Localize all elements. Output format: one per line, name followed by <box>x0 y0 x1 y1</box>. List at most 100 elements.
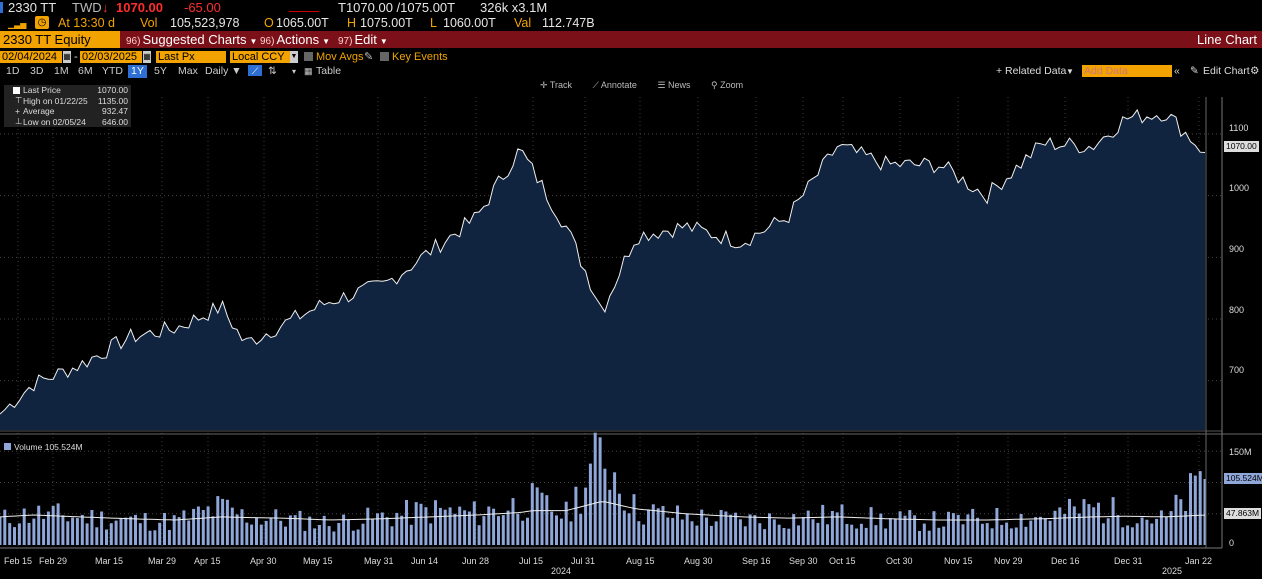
edit-chart-button[interactable]: Edit Chart <box>1203 65 1250 77</box>
mov-avgs-checkbox[interactable] <box>304 52 313 61</box>
high-value: 1075.00T <box>360 16 413 30</box>
volume-bar <box>806 510 810 545</box>
range-ytd[interactable]: YTD <box>102 65 123 77</box>
range-5y[interactable]: 5Y <box>154 65 167 77</box>
key-events-label[interactable]: Key Events <box>392 51 448 63</box>
volume-bar <box>516 513 520 545</box>
range-3d[interactable]: 3D <box>30 65 44 77</box>
news-tool[interactable]: ☰ News <box>657 80 691 90</box>
price-tick-label: 1100 <box>1229 123 1249 133</box>
key-events-checkbox[interactable] <box>380 52 389 61</box>
volume-bar <box>1048 520 1052 545</box>
volume-tick-label: 150M <box>1229 447 1252 457</box>
volume-bar <box>240 509 244 545</box>
volume-bar <box>826 524 829 545</box>
volume-bar <box>438 507 442 545</box>
table-icon[interactable]: ▦ <box>304 66 313 76</box>
volume-bar <box>293 515 297 545</box>
x-tick-label: Jun 14 <box>411 556 439 566</box>
gear-icon[interactable]: ⚙ <box>1250 65 1260 77</box>
price-volume-chart[interactable] <box>0 78 1262 558</box>
clock-icon[interactable]: ◷ <box>35 16 49 29</box>
table-button[interactable]: Table <box>316 65 342 77</box>
mov-avgs-label[interactable]: Mov Avgs <box>316 51 364 63</box>
volume-bar <box>482 516 486 545</box>
volume-bar <box>603 468 607 545</box>
annotate-tool[interactable]: ⟋ Annotate <box>592 80 637 90</box>
volume-bar <box>148 530 152 545</box>
volume-bar <box>1193 475 1197 545</box>
menu-label: Edit <box>354 32 377 47</box>
volume-bar <box>1043 518 1047 545</box>
security-field[interactable]: 2330 TT Equity <box>0 31 120 48</box>
pencil-icon[interactable]: ✎ <box>364 51 374 63</box>
price-field-select[interactable]: Last Px <box>156 51 226 63</box>
legend-label: High on 01/22/25 <box>23 95 88 106</box>
related-data-button[interactable]: + Related Data <box>996 65 1067 77</box>
calendar-icon[interactable]: ▦ <box>63 51 71 63</box>
volume-bar <box>100 511 104 545</box>
volume-bar <box>424 507 428 545</box>
volume-bar <box>1014 527 1018 545</box>
suggested-charts-menu[interactable]: 96) Suggested Charts ▼ <box>122 31 261 48</box>
volume-bar <box>182 510 186 545</box>
range-1m[interactable]: 1M <box>54 65 69 77</box>
volume-bar <box>584 487 588 545</box>
volume-bar <box>429 523 433 545</box>
volume-bar <box>608 489 612 545</box>
volume-bar <box>555 515 558 545</box>
caret-down-icon: ▼ <box>322 37 331 46</box>
volume-bar <box>371 518 375 545</box>
menu-number: 97) <box>338 36 353 47</box>
range-1d[interactable]: 1D <box>6 65 20 77</box>
volume-bar <box>966 514 970 545</box>
range-1y[interactable]: 1Y <box>128 65 147 78</box>
volume-bar <box>680 519 684 545</box>
actions-menu[interactable]: 96) Actions ▼ <box>256 31 334 48</box>
volume-bar <box>1203 479 1207 545</box>
volume-bar <box>143 513 147 545</box>
volume-bar <box>61 515 65 545</box>
edit-menu[interactable]: 97) Edit ▼ <box>334 31 392 48</box>
volume-bar <box>13 527 16 545</box>
volume-bar <box>647 509 650 545</box>
volume-bar <box>1126 525 1130 545</box>
range-6m[interactable]: 6M <box>78 65 93 77</box>
currency-select[interactable]: Local CCY <box>230 51 290 63</box>
frequency-select[interactable]: Daily ▼ <box>205 65 242 77</box>
edit-chart-pencil-icon[interactable]: ✎ <box>1190 65 1199 77</box>
line-chart-icon[interactable]: ⟋ <box>248 65 262 76</box>
volume-bar <box>661 506 665 545</box>
volume-bar <box>613 472 617 545</box>
volume-bar <box>264 520 268 545</box>
volume-bar <box>651 504 655 545</box>
add-data-input[interactable]: Add Data <box>1082 65 1172 77</box>
year-label: 2024 <box>551 566 572 576</box>
end-date-field[interactable]: 02/03/2025 <box>80 51 142 63</box>
track-tool[interactable]: ✛ Track <box>540 80 573 90</box>
collapse-icon[interactable]: « <box>1174 65 1180 77</box>
volume-bar <box>937 527 941 545</box>
volume-bar <box>748 514 752 545</box>
volume-bar <box>342 514 346 545</box>
down-arrow-icon: ↓ <box>102 0 109 15</box>
start-date-field[interactable]: 02/04/2024 <box>0 51 62 63</box>
volume-bar <box>211 516 215 545</box>
volume-bar <box>3 509 7 545</box>
dropdown-arrow-icon[interactable]: ▼ <box>290 51 298 63</box>
candle-chart-icon[interactable]: ⇅ <box>268 65 277 77</box>
volume-bar <box>1058 507 1062 545</box>
zoom-tool[interactable]: ⚲ Zoom <box>711 80 744 90</box>
range-max[interactable]: Max <box>178 65 198 77</box>
last-price-swatch <box>13 87 20 94</box>
chart-style-dropdown-icon[interactable]: ▾ <box>292 67 297 76</box>
volume-bar <box>627 513 631 545</box>
volume-bar <box>1150 523 1154 545</box>
calendar-icon[interactable]: ▦ <box>143 51 151 63</box>
related-data-dropdown-icon[interactable]: ▼ <box>1066 67 1074 76</box>
volume-bar <box>196 506 200 545</box>
volume-bar <box>95 527 99 545</box>
volume-bar <box>830 511 834 545</box>
volume-bar <box>811 519 815 545</box>
volume-bar <box>942 526 946 545</box>
